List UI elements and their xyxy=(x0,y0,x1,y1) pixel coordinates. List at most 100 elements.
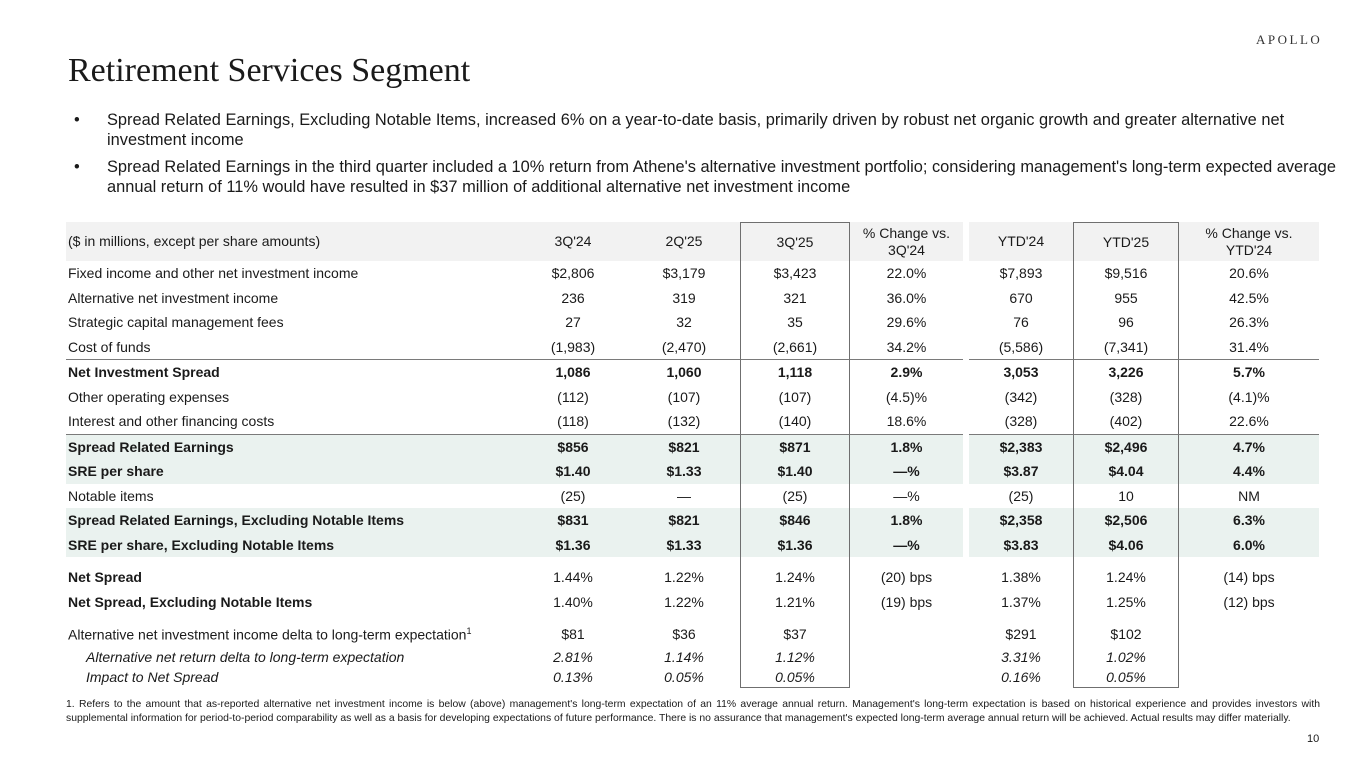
table-cell: 1.22% xyxy=(664,593,704,610)
table-cell: 0.05% xyxy=(664,669,704,685)
apollo-logo: APOLLO xyxy=(1256,32,1323,47)
table-cell: (328) xyxy=(1073,384,1179,409)
table-cell: $9,516 xyxy=(1073,261,1179,286)
table-cell: 3.31% xyxy=(1001,648,1041,665)
table-cell: 18.6% xyxy=(850,409,963,435)
spacer-cell xyxy=(518,614,628,622)
table-cell: 34.2% xyxy=(850,335,963,360)
table-cell: $37 xyxy=(740,622,850,647)
table-cell: 36.0% xyxy=(886,289,927,306)
table-cell: 0.05% xyxy=(740,666,850,688)
table-cell: $821 xyxy=(628,434,740,459)
bullet-item: • Spread Related Earnings in the third qu… xyxy=(72,157,1337,197)
row-label: Alternative net investment income xyxy=(66,286,518,311)
table-cell: 3,053 xyxy=(1003,364,1039,381)
table-cell: —% xyxy=(850,532,963,557)
table-cell: $291 xyxy=(1005,626,1037,643)
table-cell: (25) xyxy=(560,487,586,504)
table-cell: (19) bps xyxy=(880,593,933,610)
footnote-marker: 1 xyxy=(466,625,472,636)
spacer-cell xyxy=(628,557,740,565)
table-cell: —% xyxy=(850,459,963,484)
table-cell: $2,806 xyxy=(551,265,595,282)
bullet-text: Spread Related Earnings in the third qua… xyxy=(107,158,1336,196)
row-label-text: Other operating expenses xyxy=(68,388,230,405)
table-cell: 955 xyxy=(1073,285,1179,310)
row-label-text: Notable items xyxy=(68,487,154,504)
table-row: Other operating expenses (112) (107) (107) (… xyxy=(66,384,1319,409)
table-cell: 96 xyxy=(1073,310,1179,335)
column-gap xyxy=(963,508,969,533)
table-row: Interest and other financing costs (118)(… xyxy=(66,409,1319,435)
table-cell: $3,423 xyxy=(740,261,850,286)
table-cell: 22.0% xyxy=(886,265,927,282)
page-title: Retirement Services Segment xyxy=(68,52,471,89)
table-cell: (1,983) xyxy=(518,335,628,360)
table-cell: $2,496 xyxy=(1073,434,1179,459)
table-cell: 4.7% xyxy=(1179,434,1319,459)
row-label: Impact to Net Spread xyxy=(66,667,518,688)
row-label: Net Spread, Excluding Notable Items xyxy=(66,590,518,615)
column-gap xyxy=(963,459,969,484)
bullet-text: Spread Related Earnings, Excluding Notab… xyxy=(107,111,1285,149)
footnote: 1. Refers to the amount that as-reported… xyxy=(66,699,1320,724)
column-header: % Change vs. YTD'24 xyxy=(1179,222,1319,261)
table-cell: $102 xyxy=(1073,622,1179,647)
row-label-text: SRE per share, Excluding Notable Items xyxy=(68,536,335,553)
table-row: Strategic capital management fees 27 32 35 2… xyxy=(66,310,1319,335)
table-cell: 319 xyxy=(672,289,696,306)
row-label-text: Alternative net investment income xyxy=(68,289,279,306)
table-row: SRE per share $1.40 $1.33 $1.40 —% $3.87 $4.04… xyxy=(66,459,1319,484)
table-row: Fixed income and other net investment in… xyxy=(66,261,1319,286)
table-cell: (25) xyxy=(740,483,850,508)
row-label: Strategic capital management fees xyxy=(66,310,518,335)
column-gap xyxy=(963,532,969,557)
table-cell: 1.14% xyxy=(664,648,704,665)
row-label: Alternative net return delta to long-ter… xyxy=(66,647,518,667)
table-row: Alternative net investment income delta … xyxy=(66,622,1319,647)
table-cell: 670 xyxy=(1009,289,1033,306)
table-cell: 3,226 xyxy=(1073,360,1179,385)
table-cell: (342) xyxy=(1004,388,1038,405)
spacer-cell xyxy=(1179,557,1319,565)
table-cell xyxy=(1179,622,1319,647)
spacer-cell xyxy=(969,557,1073,565)
table-cell xyxy=(1179,647,1319,667)
spacer-cell xyxy=(628,614,740,622)
row-label: Net Spread xyxy=(66,565,518,590)
table-row: Impact to Net Spread 0.13% 0.05% 0.05% 0.16%… xyxy=(66,666,1319,688)
column-header: 3Q'24 xyxy=(518,222,628,261)
financial-table: ($ in millions, except per share amounts… xyxy=(66,222,1319,688)
table-cell: (2,470) xyxy=(628,335,740,360)
table-cell: 236 xyxy=(561,289,585,306)
table-cell: $831 xyxy=(518,508,628,533)
spacer-cell xyxy=(66,557,518,565)
table-row: Spread Related Earnings $856 $821 $871 1.8% $… xyxy=(66,434,1319,459)
table-cell xyxy=(850,622,963,647)
table-cell: (2,661) xyxy=(740,334,850,360)
table-row: Net Spread 1.44% 1.22% 1.24% (20) bps 1.38% 1.… xyxy=(66,565,1319,590)
table-row: SRE per share, Excluding Notable Items $1… xyxy=(66,532,1319,557)
row-label: Net Investment Spread xyxy=(66,360,518,385)
table-cell: 22.6% xyxy=(1179,409,1319,435)
row-label-text: SRE per share xyxy=(68,463,164,480)
page-number: 10 xyxy=(1307,733,1320,745)
table-header: ($ in millions, except per share amounts… xyxy=(66,222,1319,261)
table-cell: 42.5% xyxy=(1229,289,1269,306)
bullet-list: • Spread Related Earnings, Excluding Nota… xyxy=(72,110,1337,204)
spacer-cell xyxy=(740,557,850,565)
spacer-cell xyxy=(850,557,963,565)
spacer-cell xyxy=(1073,614,1179,622)
row-label-text: Spread Related Earnings xyxy=(68,438,234,455)
table-cell: $4.04 xyxy=(1073,459,1179,484)
table-cell: — xyxy=(677,487,691,504)
table-cell: $36 xyxy=(672,626,696,643)
table-cell: (5,586) xyxy=(969,335,1073,360)
row-label-text: Fixed income and other net investment in… xyxy=(68,265,359,282)
row-label: Spread Related Earnings, Excluding Notab… xyxy=(66,508,518,533)
row-label-text: Net Investment Spread xyxy=(68,364,220,381)
row-label: Alternative net investment income delta … xyxy=(66,622,518,647)
table-row: Alternative net return delta to long-ter… xyxy=(66,646,1319,667)
table-cell: 6.3% xyxy=(1179,508,1319,533)
table-cell: (4.1)% xyxy=(1228,388,1270,405)
